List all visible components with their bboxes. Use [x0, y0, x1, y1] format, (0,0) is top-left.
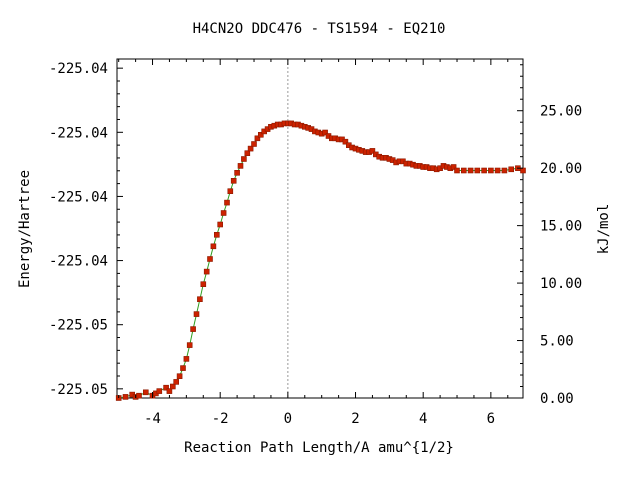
data-point	[200, 281, 207, 288]
x-tick-label: 2	[351, 411, 359, 427]
data-point	[257, 132, 264, 138]
data-point	[481, 167, 487, 174]
data-point	[322, 129, 328, 136]
y2-tick-label: 5.00	[540, 334, 574, 350]
data-point	[214, 232, 220, 238]
data-point	[494, 167, 501, 174]
y2-tick-label: 20.00	[540, 161, 582, 177]
y-tick-label: -225.05	[49, 382, 108, 398]
y-tick-label: -225.04	[49, 61, 108, 77]
data-point	[197, 296, 203, 303]
data-point	[467, 167, 474, 174]
data-point	[454, 167, 460, 174]
data-point	[156, 388, 163, 394]
points-layer	[115, 120, 526, 401]
x-axis: -4 -2 0 2 4 6	[118, 59, 509, 427]
data-point	[163, 384, 169, 391]
y2-axis-label: kJ/mol	[596, 204, 612, 255]
y-tick-label: -225.04	[49, 125, 108, 141]
data-point	[488, 167, 494, 174]
data-point	[176, 373, 183, 380]
x-axis-label: Reaction Path Length/A amu^{1/2}	[184, 440, 454, 456]
data-point	[122, 394, 129, 400]
y2-tick-label: 25.00	[540, 104, 582, 120]
data-point	[193, 311, 200, 317]
data-point	[369, 148, 376, 154]
data-point	[207, 256, 213, 262]
data-point	[342, 138, 349, 145]
data-point	[234, 170, 240, 176]
y-axis-right: 0.00 5.00 10.00 15.00 20.00 25.00	[517, 64, 582, 407]
data-point	[210, 243, 217, 250]
y2-tick-label: 0.00	[540, 391, 574, 407]
y-tick-label: -225.05	[49, 318, 108, 334]
data-point	[247, 145, 254, 152]
data-point	[508, 166, 515, 173]
data-point	[136, 392, 142, 399]
y2-tick-label: 10.00	[540, 276, 582, 292]
y-axis-label: Energy/Hartree	[17, 170, 33, 288]
data-point	[217, 221, 223, 228]
data-point	[170, 383, 176, 390]
data-point	[203, 268, 210, 275]
data-point	[244, 150, 251, 156]
data-point	[220, 210, 227, 216]
data-point	[450, 164, 457, 170]
y-tick-label: -225.04	[49, 254, 108, 270]
data-point	[166, 388, 173, 394]
data-point	[143, 389, 149, 396]
line-layer	[118, 122, 524, 399]
y2-tick-label: 15.00	[540, 219, 582, 235]
plot-area-frame	[116, 58, 524, 399]
data-point	[251, 141, 257, 147]
chart-title: H4CN2O DDC476 - TS1594 - EQ210	[193, 21, 446, 37]
data-point	[227, 188, 234, 194]
data-point	[237, 163, 244, 169]
data-point	[501, 167, 508, 174]
y-tick-label: -225.04	[49, 189, 108, 205]
x-tick-label: 4	[419, 411, 427, 427]
data-point	[180, 365, 186, 371]
data-point	[474, 167, 481, 174]
data-point	[186, 342, 193, 348]
data-point	[190, 326, 196, 332]
data-point	[520, 167, 526, 174]
data-point	[254, 135, 261, 142]
data-point	[173, 379, 179, 385]
data-point	[230, 178, 237, 184]
x-tick-label: 0	[284, 411, 292, 427]
y-axis-left: -225.05 -225.05 -225.04 -225.04 -225.04 -225.…	[49, 61, 123, 398]
data-point	[183, 356, 190, 362]
x-tick-label: -4	[144, 411, 161, 427]
data-point	[224, 199, 230, 206]
energy-curve-line	[118, 122, 524, 399]
data-point	[241, 156, 247, 162]
x-tick-label: -2	[212, 411, 229, 427]
x-tick-label: 6	[487, 411, 495, 427]
data-point	[460, 167, 467, 174]
